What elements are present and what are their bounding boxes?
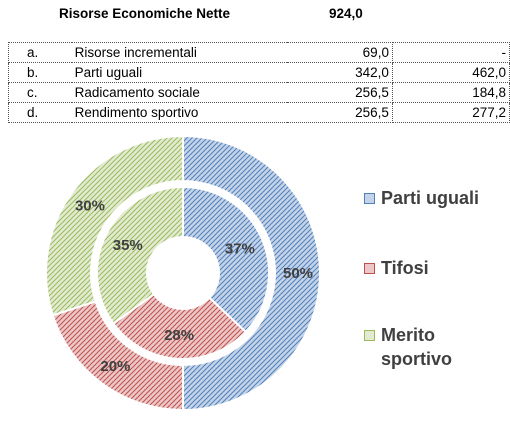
legend-label: Parti uguali: [381, 188, 480, 208]
legend-swatch: [364, 330, 375, 341]
row-label: Rendimento sportivo: [71, 102, 288, 123]
row-value-1: 342,0: [287, 62, 393, 83]
inner-slice-label-0: 37%: [225, 240, 255, 257]
legend-swatch: [364, 263, 375, 274]
inner-slice-label-1: 28%: [164, 327, 194, 344]
legend-label: Tifosi: [381, 258, 429, 278]
inner-slice-2: [96, 185, 184, 325]
row-label: Risorse incrementali: [71, 42, 288, 63]
outer-slice-label-1: 20%: [100, 358, 130, 375]
row-value-2: 462,0: [392, 62, 510, 83]
row-code: d.: [7, 102, 72, 123]
table-row: c. Radicamento sociale 256,5 184,8: [7, 82, 510, 103]
inner-slice-1: [112, 292, 248, 360]
table-row: b. Parti uguali 342,0 462,0: [7, 62, 510, 83]
row-label: Radicamento sociale: [71, 82, 288, 103]
legend-item-tifosi: Tifosi: [364, 256, 429, 280]
legend-item-merito-sportivo: Merito sportivo: [364, 323, 477, 371]
outer-slice-label-0: 50%: [283, 265, 313, 282]
outer-slice-label-2: 30%: [75, 197, 105, 214]
row-value-2: 184,8: [392, 82, 510, 103]
inner-slice-label-2: 35%: [113, 237, 143, 254]
legend-label: Merito sportivo: [381, 325, 453, 369]
row-value-1: 256,5: [287, 102, 393, 123]
header-title: Risorse Economiche Nette: [59, 6, 231, 21]
inner-slice-0: [182, 185, 270, 334]
header-total: 924,0: [329, 6, 363, 21]
outer-slice-2: [45, 134, 184, 317]
table-row: d. Rendimento sportivo 256,5 277,2: [7, 102, 510, 123]
outer-slice-0: [182, 134, 321, 412]
row-value-2: 277,2: [392, 102, 510, 123]
legend-swatch: [364, 193, 375, 204]
allocation-table: a. Risorse incrementali 69,0 - b. Parti …: [7, 42, 510, 123]
legend-item-parti-uguali: Parti uguali: [364, 186, 479, 210]
